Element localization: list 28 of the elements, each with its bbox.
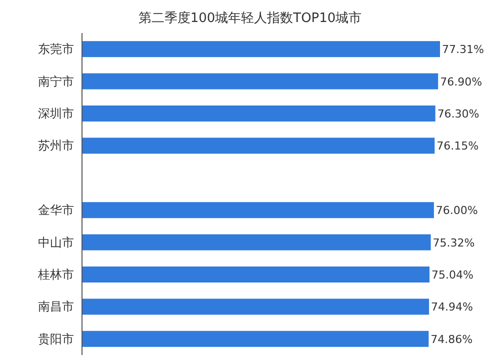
data-label: 77.31%	[442, 43, 484, 56]
bar	[82, 202, 434, 218]
chart-title: 第二季度100城年轻人指数TOP10城市	[138, 10, 362, 26]
y-tick-label: 桂林市	[37, 268, 74, 282]
y-tick-label: 金华市	[38, 203, 74, 218]
bar	[82, 106, 436, 122]
bar	[82, 298, 430, 315]
y-tick-label: 东莞市	[38, 42, 74, 56]
data-label: 76.00%	[436, 204, 478, 218]
bar	[82, 330, 429, 347]
y-tick-label: 深圳市	[38, 106, 74, 120]
y-tick-label: 南昌市	[38, 300, 74, 314]
y-tick-label: 中山市	[38, 235, 74, 250]
data-label: 76.30%	[437, 108, 480, 120]
bar	[82, 73, 438, 90]
y-tick-label: 贵阳市	[38, 332, 74, 346]
data-label: 76.90%	[440, 75, 482, 88]
data-label: 76.15%	[436, 140, 479, 153]
y-tick-label: 南宁市	[38, 74, 74, 88]
data-label: 75.04%	[431, 268, 474, 282]
data-label: 74.94%	[431, 300, 473, 314]
bar	[82, 234, 431, 250]
data-label: 74.86%	[430, 332, 473, 346]
data-label: 75.32%	[432, 236, 475, 250]
y-tick-label: 苏州市	[38, 138, 74, 153]
bar	[82, 266, 430, 282]
bar	[82, 138, 435, 154]
bar	[82, 41, 440, 58]
